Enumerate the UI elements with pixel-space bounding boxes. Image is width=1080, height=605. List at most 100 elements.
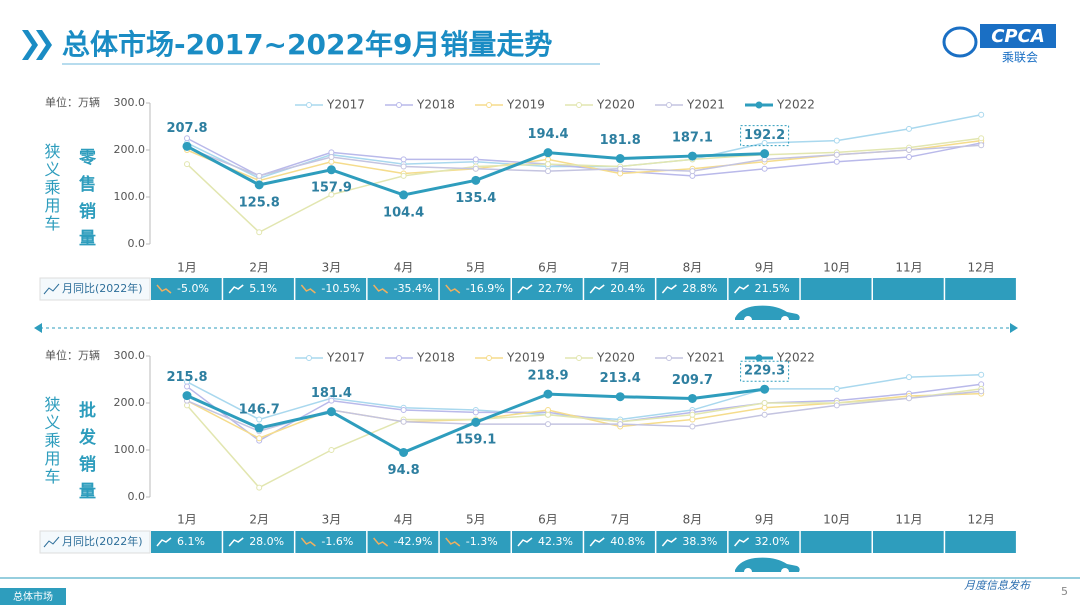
yoy-cell — [584, 278, 655, 300]
footer-tab-bg — [0, 588, 66, 605]
yoy-value: 40.8% — [610, 535, 645, 548]
series-line — [186, 137, 982, 234]
point — [833, 385, 840, 392]
yoy-cell — [367, 278, 439, 300]
data-label: 209.7 — [672, 373, 713, 388]
legend-marker — [306, 102, 312, 108]
yoy-value: 28.8% — [682, 282, 717, 295]
y-tick-label: 200.0 — [114, 396, 146, 409]
data-label: 135.4 — [455, 191, 496, 206]
x-tick-label: 12月 — [968, 513, 995, 527]
x-tick-label: 4月 — [394, 513, 414, 527]
point — [689, 423, 696, 430]
data-label: 181.8 — [600, 133, 641, 148]
data-label: 194.4 — [527, 127, 568, 142]
yoy-cell — [367, 531, 439, 553]
point — [687, 151, 697, 161]
point — [400, 407, 407, 414]
point — [906, 374, 912, 381]
yoy-arrow — [228, 284, 244, 294]
x-tick-label: 4月 — [394, 261, 414, 275]
legend-marker — [486, 102, 492, 108]
yoy-cell — [584, 531, 655, 553]
data-label: 181.4 — [311, 386, 352, 401]
yoy-arrow — [734, 537, 750, 547]
point — [328, 447, 335, 453]
yoy-arrow — [517, 284, 533, 294]
x-tick-label: 5月 — [466, 261, 486, 275]
legend-label: Y2018 — [416, 351, 455, 365]
data-label: 218.9 — [527, 369, 568, 384]
data-label: 125.8 — [239, 195, 280, 210]
data-label: 192.2 — [744, 128, 785, 143]
data-label: 215.8 — [166, 370, 207, 385]
legend-marker — [396, 102, 402, 108]
point — [472, 409, 479, 416]
legend-label: Y2017 — [326, 98, 365, 112]
legend-marker — [396, 355, 402, 361]
point — [689, 168, 696, 175]
yoy-value: -42.9% — [394, 535, 433, 548]
yoy-cell — [800, 278, 872, 300]
yoy-arrow — [517, 537, 533, 547]
point — [617, 165, 624, 172]
yoy-cell — [512, 531, 583, 553]
yoy-label: 月同比(2022年) — [62, 534, 143, 548]
yoy-icon — [43, 536, 60, 548]
point — [978, 388, 985, 395]
x-tick-label: 1月 — [177, 513, 197, 527]
y-tick-label: 300.0 — [114, 349, 146, 362]
x-tick-label: 6月 — [538, 261, 558, 275]
point — [545, 421, 551, 428]
data-label: 229.3 — [744, 364, 785, 379]
point — [833, 137, 840, 144]
yoy-arrow — [300, 537, 316, 547]
yoy-value: 6.1% — [177, 535, 205, 548]
x-tick-label: 8月 — [683, 513, 703, 527]
legend-label: Y2020 — [596, 351, 635, 365]
point — [182, 391, 192, 401]
logo-box — [980, 24, 1056, 48]
point — [833, 402, 840, 409]
point — [256, 435, 263, 442]
point — [400, 156, 407, 163]
point — [543, 148, 553, 158]
legend-label: Y2017 — [326, 351, 365, 365]
data-label: 157.9 — [311, 180, 352, 195]
series-line — [186, 374, 982, 421]
point — [687, 393, 697, 403]
x-tick-label: 6月 — [538, 513, 558, 527]
y-axis-label: 单位：万辆 — [45, 348, 100, 362]
point — [833, 158, 840, 165]
series-line — [186, 390, 982, 432]
legend-label: Y2021 — [686, 351, 725, 365]
x-tick-label: 11月 — [895, 513, 922, 527]
x-tick-label: 3月 — [322, 261, 342, 275]
point — [545, 168, 551, 175]
yoy-arrow — [734, 284, 750, 294]
yoy-cell — [295, 278, 367, 300]
yoy-label-bg — [39, 277, 151, 301]
legend-label: Y2019 — [506, 98, 545, 112]
yoy-value: 21.5% — [755, 282, 790, 295]
x-tick-label: 8月 — [683, 261, 703, 275]
data-label: 187.1 — [672, 131, 713, 146]
series-line — [186, 137, 982, 177]
point — [184, 161, 190, 168]
point — [761, 411, 768, 418]
legend-label: Y2021 — [686, 98, 725, 112]
yoy-value: 42.3% — [538, 535, 573, 548]
point — [760, 384, 770, 394]
point — [543, 389, 553, 399]
legend-marker — [755, 101, 763, 109]
yoy-cell — [873, 278, 944, 300]
car-icon — [735, 305, 800, 324]
yoy-cell — [728, 531, 800, 553]
slide-title: 总体市场-2017~2022年9月销量走势 — [62, 28, 552, 61]
x-tick-label: 2月 — [249, 513, 269, 527]
point — [256, 172, 263, 179]
x-tick-label: 7月 — [610, 513, 630, 527]
x-tick-label: 1月 — [177, 261, 197, 275]
point — [471, 175, 481, 185]
point — [256, 416, 263, 423]
